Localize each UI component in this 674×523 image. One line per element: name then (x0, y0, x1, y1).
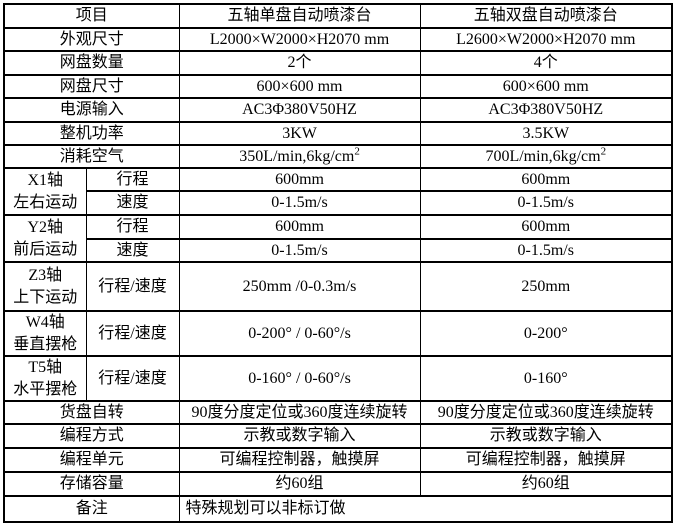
value-cell-single: 可编程控制器，触摸屏 (178, 447, 421, 474)
air-value-superscript: 2 (600, 145, 607, 158)
value-cell-single: 0-200° / 0-60°/s (178, 309, 421, 358)
value-cell-double: 0-1.5m/s (419, 190, 673, 216)
row-y2-speed: 速度 0-1.5m/s 0-1.5m/s (4, 238, 673, 263)
value-cell-single: 600mm (178, 214, 421, 240)
axis-x1-label-cell: X1轴 左右运动 (3, 167, 87, 216)
sub-label-cell: 行程 (85, 214, 180, 240)
air-value-base: 700L/min,6kg/cm (485, 147, 601, 165)
value-cell-double: 0-200° (419, 309, 673, 358)
value-cell-single: 示教或数字输入 (178, 423, 421, 450)
row-t5: T5轴 水平摆枪 行程/速度 0-160° / 0-60°/s 0-160° (3, 355, 673, 403)
value-cell-single: L2000×W2000×H2070 mm (178, 27, 421, 52)
value-cell-double: 700L/min,6kg/cm2 (419, 144, 673, 169)
row-label-cell: 电源输入 (3, 97, 180, 123)
axis-w4-label-cell: W4轴 垂直摆枪 (3, 309, 87, 358)
value-cell-double: 0-1.5m/s (419, 238, 673, 263)
header-item-cell: 项目 (3, 3, 180, 29)
value-cell-double: L2600×W2000×H2070 mm (419, 27, 673, 52)
row-label-cell: 外观尺寸 (3, 27, 180, 52)
value-cell-single: 0-1.5m/s (178, 238, 421, 263)
axis-z3-label-cell: Z3轴 上下运动 (3, 261, 87, 312)
row-air-consumption: 消耗空气 350L/min,6kg/cm2 700L/min,6kg/cm2 (3, 144, 673, 169)
header-machine-double-cell: 五轴双盘自动喷漆台 (419, 3, 673, 29)
value-cell-single: 600×600 mm (178, 74, 421, 99)
value-cell-double: AC3Φ380V50HZ (419, 97, 673, 123)
row-machine-power: 整机功率 3KW 3.5KW (3, 121, 673, 146)
sub-label-cell: 行程 (85, 167, 180, 192)
value-cell-double: 4个 (419, 50, 673, 76)
value-cell-single: 2个 (178, 50, 421, 76)
value-cell-double: 250mm (419, 261, 673, 312)
row-label-cell: 消耗空气 (3, 144, 180, 169)
row-dimensions: 外观尺寸 L2000×W2000×H2070 mm L2600×W2000×H2… (3, 27, 673, 52)
value-cell-single: 0-1.5m/s (178, 190, 421, 216)
row-label-cell: 网盘尺寸 (3, 74, 180, 99)
sub-label-cell: 行程/速度 (85, 309, 180, 358)
row-label-cell: 货盘自转 (3, 400, 180, 426)
value-cell-single: 90度分度定位或360度连续旋转 (178, 400, 421, 426)
value-cell-double: 600×600 mm (419, 74, 673, 99)
sub-label-cell: 行程/速度 (85, 355, 180, 403)
value-cell-double: 示教或数字输入 (419, 423, 673, 450)
row-tray-count: 网盘数量 2个 4个 (3, 50, 673, 76)
air-value-superscript: 2 (354, 145, 360, 158)
row-programming-unit: 编程单元 可编程控制器，触摸屏 可编程控制器，触摸屏 (3, 447, 673, 474)
value-cell-single: 约60组 (178, 471, 421, 498)
value-cell-double: 约60组 (419, 471, 673, 498)
row-label-cell: 备注 (3, 495, 180, 523)
row-label-cell: 编程单元 (3, 447, 180, 474)
value-cell-double: 3.5KW (419, 121, 673, 146)
row-pallet-rotation: 货盘自转 90度分度定位或360度连续旋转 90度分度定位或360度连续旋转 (3, 400, 673, 426)
row-label-cell: 存储容量 (3, 471, 180, 498)
row-storage-capacity: 存储容量 约60组 约60组 (3, 471, 673, 498)
value-cell-double: 90度分度定位或360度连续旋转 (419, 400, 673, 426)
value-cell-single: 0-160° / 0-60°/s (178, 355, 421, 403)
value-cell-double: 600mm (419, 167, 673, 192)
spec-table: 项目 五轴单盘自动喷漆台 五轴双盘自动喷漆台 外观尺寸 L2000×W2000×… (3, 3, 674, 523)
value-cell-double: 600mm (419, 214, 673, 240)
row-remark: 备注 特殊规划可以非标订做 (3, 495, 673, 523)
sub-label-cell: 速度 (85, 190, 180, 216)
row-z3: Z3轴 上下运动 行程/速度 250mm /0-0.3m/s 250mm (3, 261, 673, 312)
value-cell-single: 250mm /0-0.3m/s (178, 261, 421, 312)
value-cell-single: 600mm (178, 167, 421, 192)
row-label-cell: 编程方式 (3, 423, 180, 450)
remark-value-cell: 特殊规划可以非标订做 (178, 495, 673, 523)
value-cell-double: 0-160° (419, 355, 673, 403)
air-value-base: 350L/min,6kg/cm (239, 147, 355, 165)
row-w4: W4轴 垂直摆枪 行程/速度 0-200° / 0-60°/s 0-200° (3, 309, 673, 358)
row-power-input: 电源输入 AC3Φ380V50HZ AC3Φ380V50HZ (3, 97, 673, 123)
row-tray-size: 网盘尺寸 600×600 mm 600×600 mm (3, 74, 673, 99)
row-label-cell: 网盘数量 (3, 50, 180, 76)
row-x1-speed: 速度 0-1.5m/s 0-1.5m/s (4, 190, 673, 216)
sub-label-cell: 行程/速度 (85, 261, 180, 312)
value-cell-single: 350L/min,6kg/cm2 (178, 144, 421, 169)
value-cell-double: 可编程控制器，触摸屏 (419, 447, 673, 474)
axis-t5-label-cell: T5轴 水平摆枪 (3, 355, 87, 403)
row-x1-stroke: X1轴 左右运动 行程 600mm 600mm (3, 167, 673, 216)
sub-label-cell: 速度 (85, 238, 180, 263)
row-label-cell: 整机功率 (3, 121, 180, 146)
value-cell-single: AC3Φ380V50HZ (178, 97, 421, 123)
header-row: 项目 五轴单盘自动喷漆台 五轴双盘自动喷漆台 (3, 3, 673, 29)
row-y2-stroke: Y2轴 前后运动 行程 600mm 600mm (3, 214, 673, 263)
value-cell-single: 3KW (178, 121, 421, 146)
axis-y2-label-cell: Y2轴 前后运动 (3, 214, 87, 263)
header-machine-single-cell: 五轴单盘自动喷漆台 (178, 3, 421, 29)
row-programming-method: 编程方式 示教或数字输入 示教或数字输入 (3, 423, 673, 450)
